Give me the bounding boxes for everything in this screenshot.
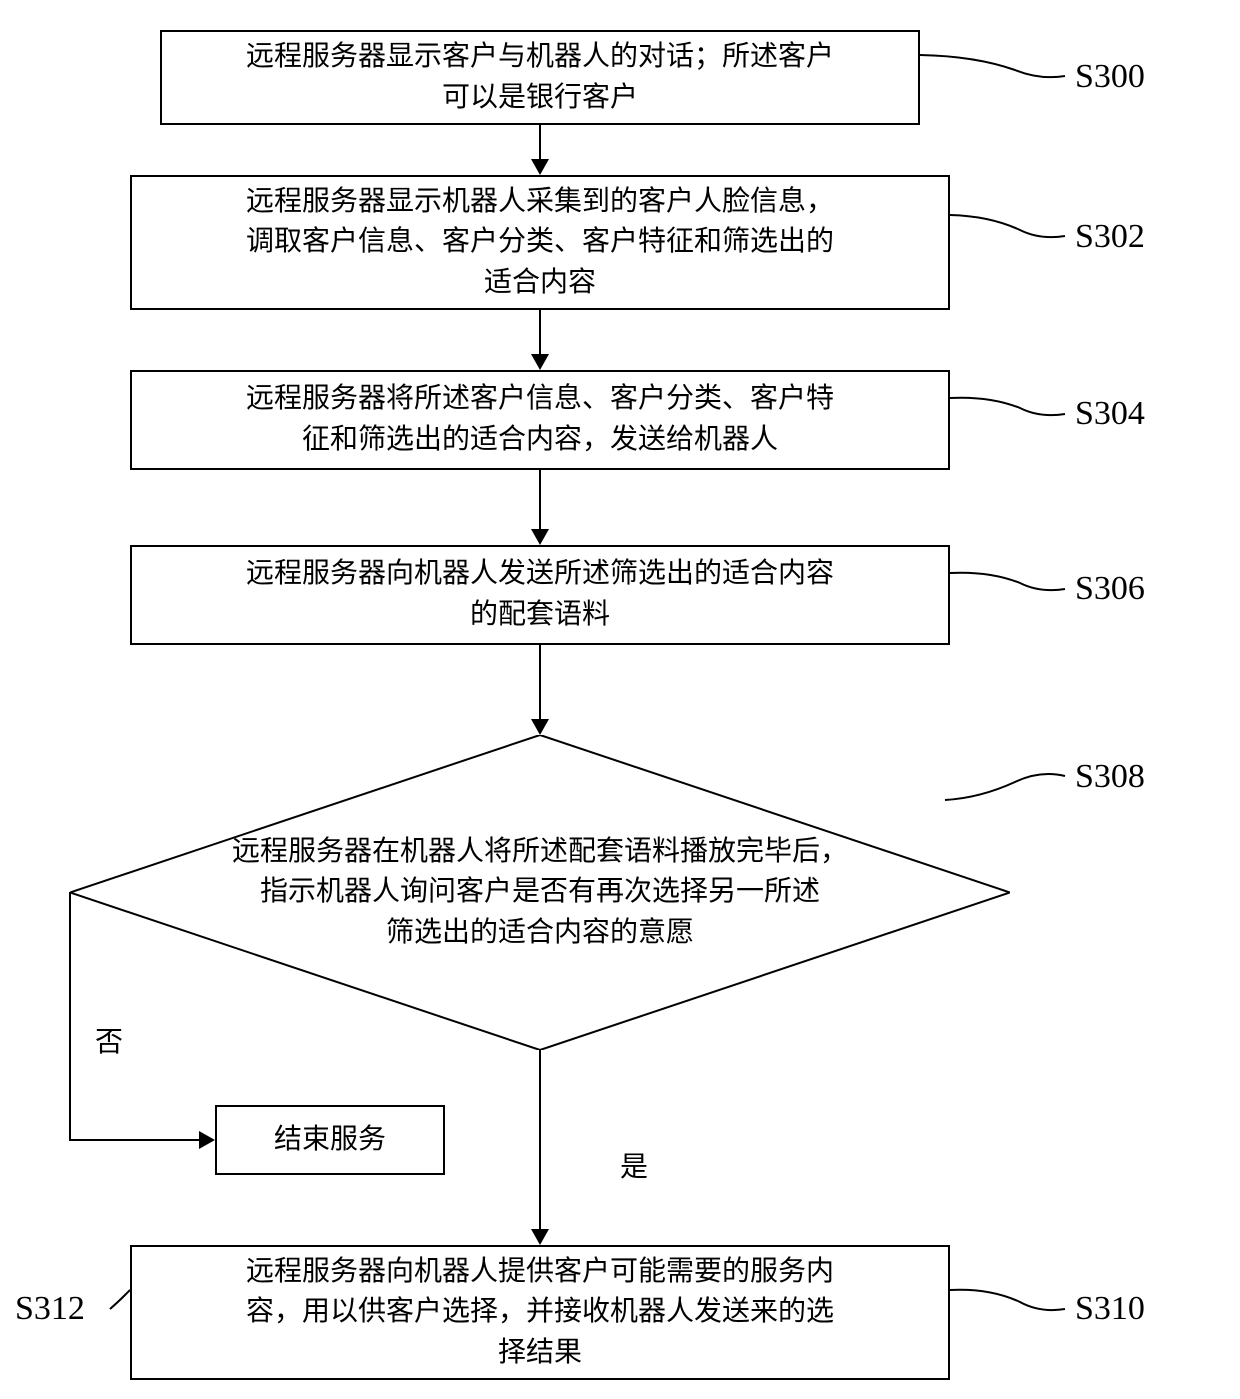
leader-s300 [920, 48, 1070, 88]
node-s310: 远程服务器向机器人提供客户可能需要的服务内 容，用以供客户选择，并接收机器人发送… [130, 1245, 950, 1380]
arrowhead-s308 [531, 719, 549, 735]
label-s300: S300 [1075, 58, 1145, 96]
label-s302: S302 [1075, 218, 1145, 256]
node-s304-text: 远程服务器将所述客户信息、客户分类、客户特 征和筛选出的适合内容，发送给机器人 [246, 379, 834, 460]
label-s310: S310 [1075, 1290, 1145, 1328]
edge-s304-s306 [539, 470, 541, 529]
node-s302: 远程服务器显示机器人采集到的客户人脸信息， 调取客户信息、客户分类、客户特征和筛… [130, 175, 950, 310]
label-s308: S308 [1075, 758, 1145, 796]
edge-s302-s304 [539, 310, 541, 354]
edge-s306-s308 [539, 645, 541, 719]
edge-no-vert [69, 892, 71, 1140]
node-s306-text: 远程服务器向机器人发送所述筛选出的适合内容 的配套语料 [246, 554, 834, 635]
edge-s308-s310 [539, 1050, 541, 1229]
flowchart-canvas: 远程服务器显示客户与机器人的对话；所述客户 可以是银行客户 S300 远程服务器… [0, 0, 1240, 1399]
node-s310-text: 远程服务器向机器人提供客户可能需要的服务内 容，用以供客户选择，并接收机器人发送… [246, 1252, 834, 1374]
edge-no-horiz [69, 1139, 199, 1141]
node-s304: 远程服务器将所述客户信息、客户分类、客户特 征和筛选出的适合内容，发送给机器人 [130, 370, 950, 470]
arrowhead-s302 [531, 159, 549, 175]
leader-s306 [950, 565, 1070, 600]
node-s308-text: 远程服务器在机器人将所述配套语料播放完毕后， 指示机器人询问客户是否有再次选择另… [232, 832, 848, 954]
edge-label-no: 否 [95, 1020, 123, 1060]
node-end-text: 结束服务 [274, 1120, 386, 1161]
leader-s312 [100, 1282, 140, 1322]
node-s300: 远程服务器显示客户与机器人的对话；所述客户 可以是银行客户 [160, 30, 920, 125]
node-s306: 远程服务器向机器人发送所述筛选出的适合内容 的配套语料 [130, 545, 950, 645]
arrowhead-s310 [531, 1229, 549, 1245]
node-end-service: 结束服务 [215, 1105, 445, 1175]
arrowhead-s306 [531, 529, 549, 545]
node-s300-text: 远程服务器显示客户与机器人的对话；所述客户 可以是银行客户 [246, 37, 834, 118]
edge-label-yes: 是 [620, 1145, 648, 1185]
leader-s302 [950, 208, 1070, 248]
arrowhead-end [199, 1131, 215, 1149]
arrowhead-s304 [531, 354, 549, 370]
label-s306: S306 [1075, 570, 1145, 608]
edge-s300-s302 [539, 125, 541, 159]
leader-s308 [940, 760, 1070, 815]
node-s308: 远程服务器在机器人将所述配套语料播放完毕后， 指示机器人询问客户是否有再次选择另… [70, 735, 1010, 1050]
label-s304: S304 [1075, 395, 1145, 433]
node-s302-text: 远程服务器显示机器人采集到的客户人脸信息， 调取客户信息、客户分类、客户特征和筛… [246, 182, 834, 304]
leader-s304 [950, 390, 1070, 425]
leader-s310 [950, 1282, 1070, 1322]
label-s312: S312 [15, 1290, 85, 1328]
